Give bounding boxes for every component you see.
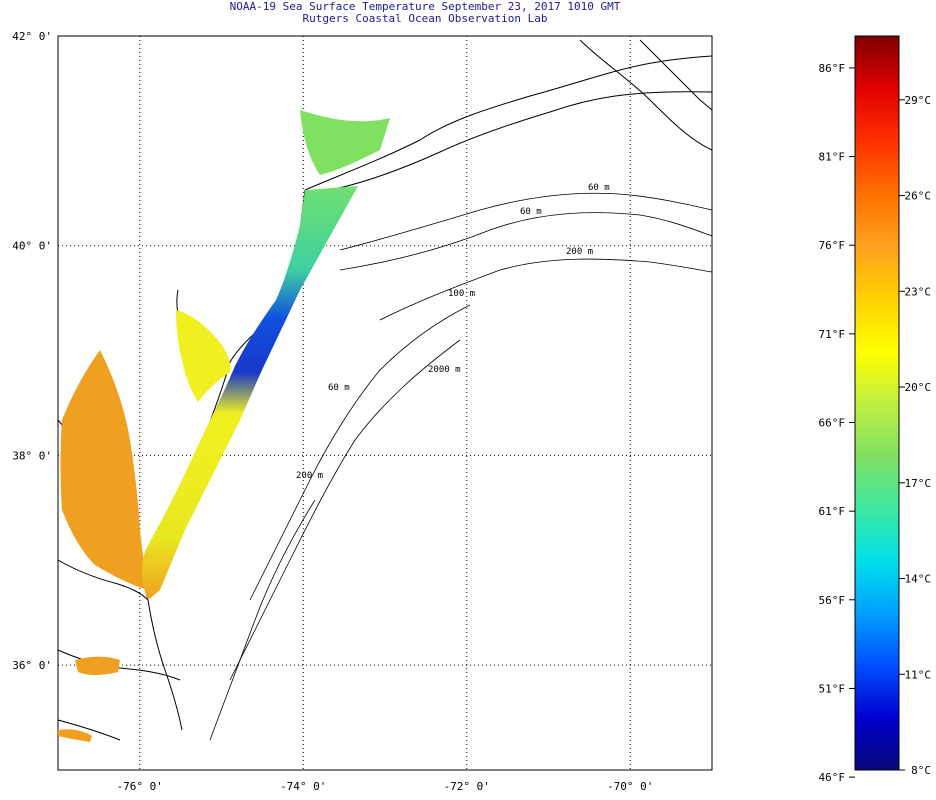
map-title: NOAA-19 Sea Surface Temperature Septembe… xyxy=(229,0,621,13)
colorbar-f-label: 56°F xyxy=(819,594,846,607)
longitude-label: -74° 0' xyxy=(280,780,326,793)
colorbar-c-label: 14°C xyxy=(905,573,932,586)
contour-label: 60 m xyxy=(328,383,350,393)
colorbar-f-label: 76°F xyxy=(819,239,846,252)
colorbar-f-label: 66°F xyxy=(819,417,846,430)
contour-label: 100 m xyxy=(448,289,475,299)
colorbar-c-label: 26°C xyxy=(905,190,932,203)
contour-label: 200 m xyxy=(566,247,593,257)
colorbar xyxy=(854,35,900,771)
contour-label: 60 m xyxy=(588,183,610,193)
colorbar-f-label: 46°F xyxy=(819,771,846,784)
colorbar-f-label: 86°F xyxy=(819,62,846,75)
colorbar-c-label: 20°C xyxy=(905,381,932,394)
longitude-labels: -76° 0' -74° 0' -72° 0' -70° 0' xyxy=(117,780,654,793)
colorbar-celsius-labels: 29°C 26°C 23°C 20°C 17°C 14°C 11°C 8°C xyxy=(905,94,932,777)
bathymetry-contours xyxy=(209,192,713,741)
colorbar-c-label: 11°C xyxy=(905,668,932,681)
map-frame xyxy=(57,35,713,771)
contour-label: 2000 m xyxy=(428,365,461,375)
latitude-label: 36° 0' xyxy=(12,659,52,672)
longitude-label: -76° 0' xyxy=(117,780,163,793)
colorbar-ticks xyxy=(849,67,905,778)
colorbar-f-label: 51°F xyxy=(819,682,846,695)
colorbar-c-label: 23°C xyxy=(905,285,932,298)
latitude-labels: 42° 0' 40° 0' 38° 0' 36° 0' xyxy=(12,30,52,672)
longitude-label: -70° 0' xyxy=(607,780,653,793)
graticule xyxy=(58,35,712,770)
latitude-label: 42° 0' xyxy=(12,30,52,43)
colorbar-f-label: 81°F xyxy=(819,151,846,164)
latitude-label: 38° 0' xyxy=(12,449,52,462)
colorbar-fahrenheit-labels: 86°F 81°F 76°F 71°F 66°F 61°F 56°F 51°F 46°F xyxy=(819,62,846,784)
map-subtitle: Rutgers Coastal Ocean Observation Lab xyxy=(302,12,548,25)
latitude-label: 40° 0' xyxy=(12,240,52,253)
contour-label: 60 m xyxy=(520,207,542,217)
colorbar-f-label: 71°F xyxy=(819,328,846,341)
contour-labels: 60 m 60 m 200 m 100 m 2000 m 60 m 200 m xyxy=(296,183,610,481)
colorbar-c-label: 17°C xyxy=(905,477,932,490)
satellite-swath xyxy=(142,186,358,600)
colorbar-c-label: 8°C xyxy=(911,764,931,777)
contour-label: 200 m xyxy=(296,471,323,481)
longitude-label: -72° 0' xyxy=(444,780,490,793)
colorbar-f-label: 61°F xyxy=(819,505,846,518)
sst-fields xyxy=(58,110,390,742)
colorbar-c-label: 29°C xyxy=(905,94,932,107)
